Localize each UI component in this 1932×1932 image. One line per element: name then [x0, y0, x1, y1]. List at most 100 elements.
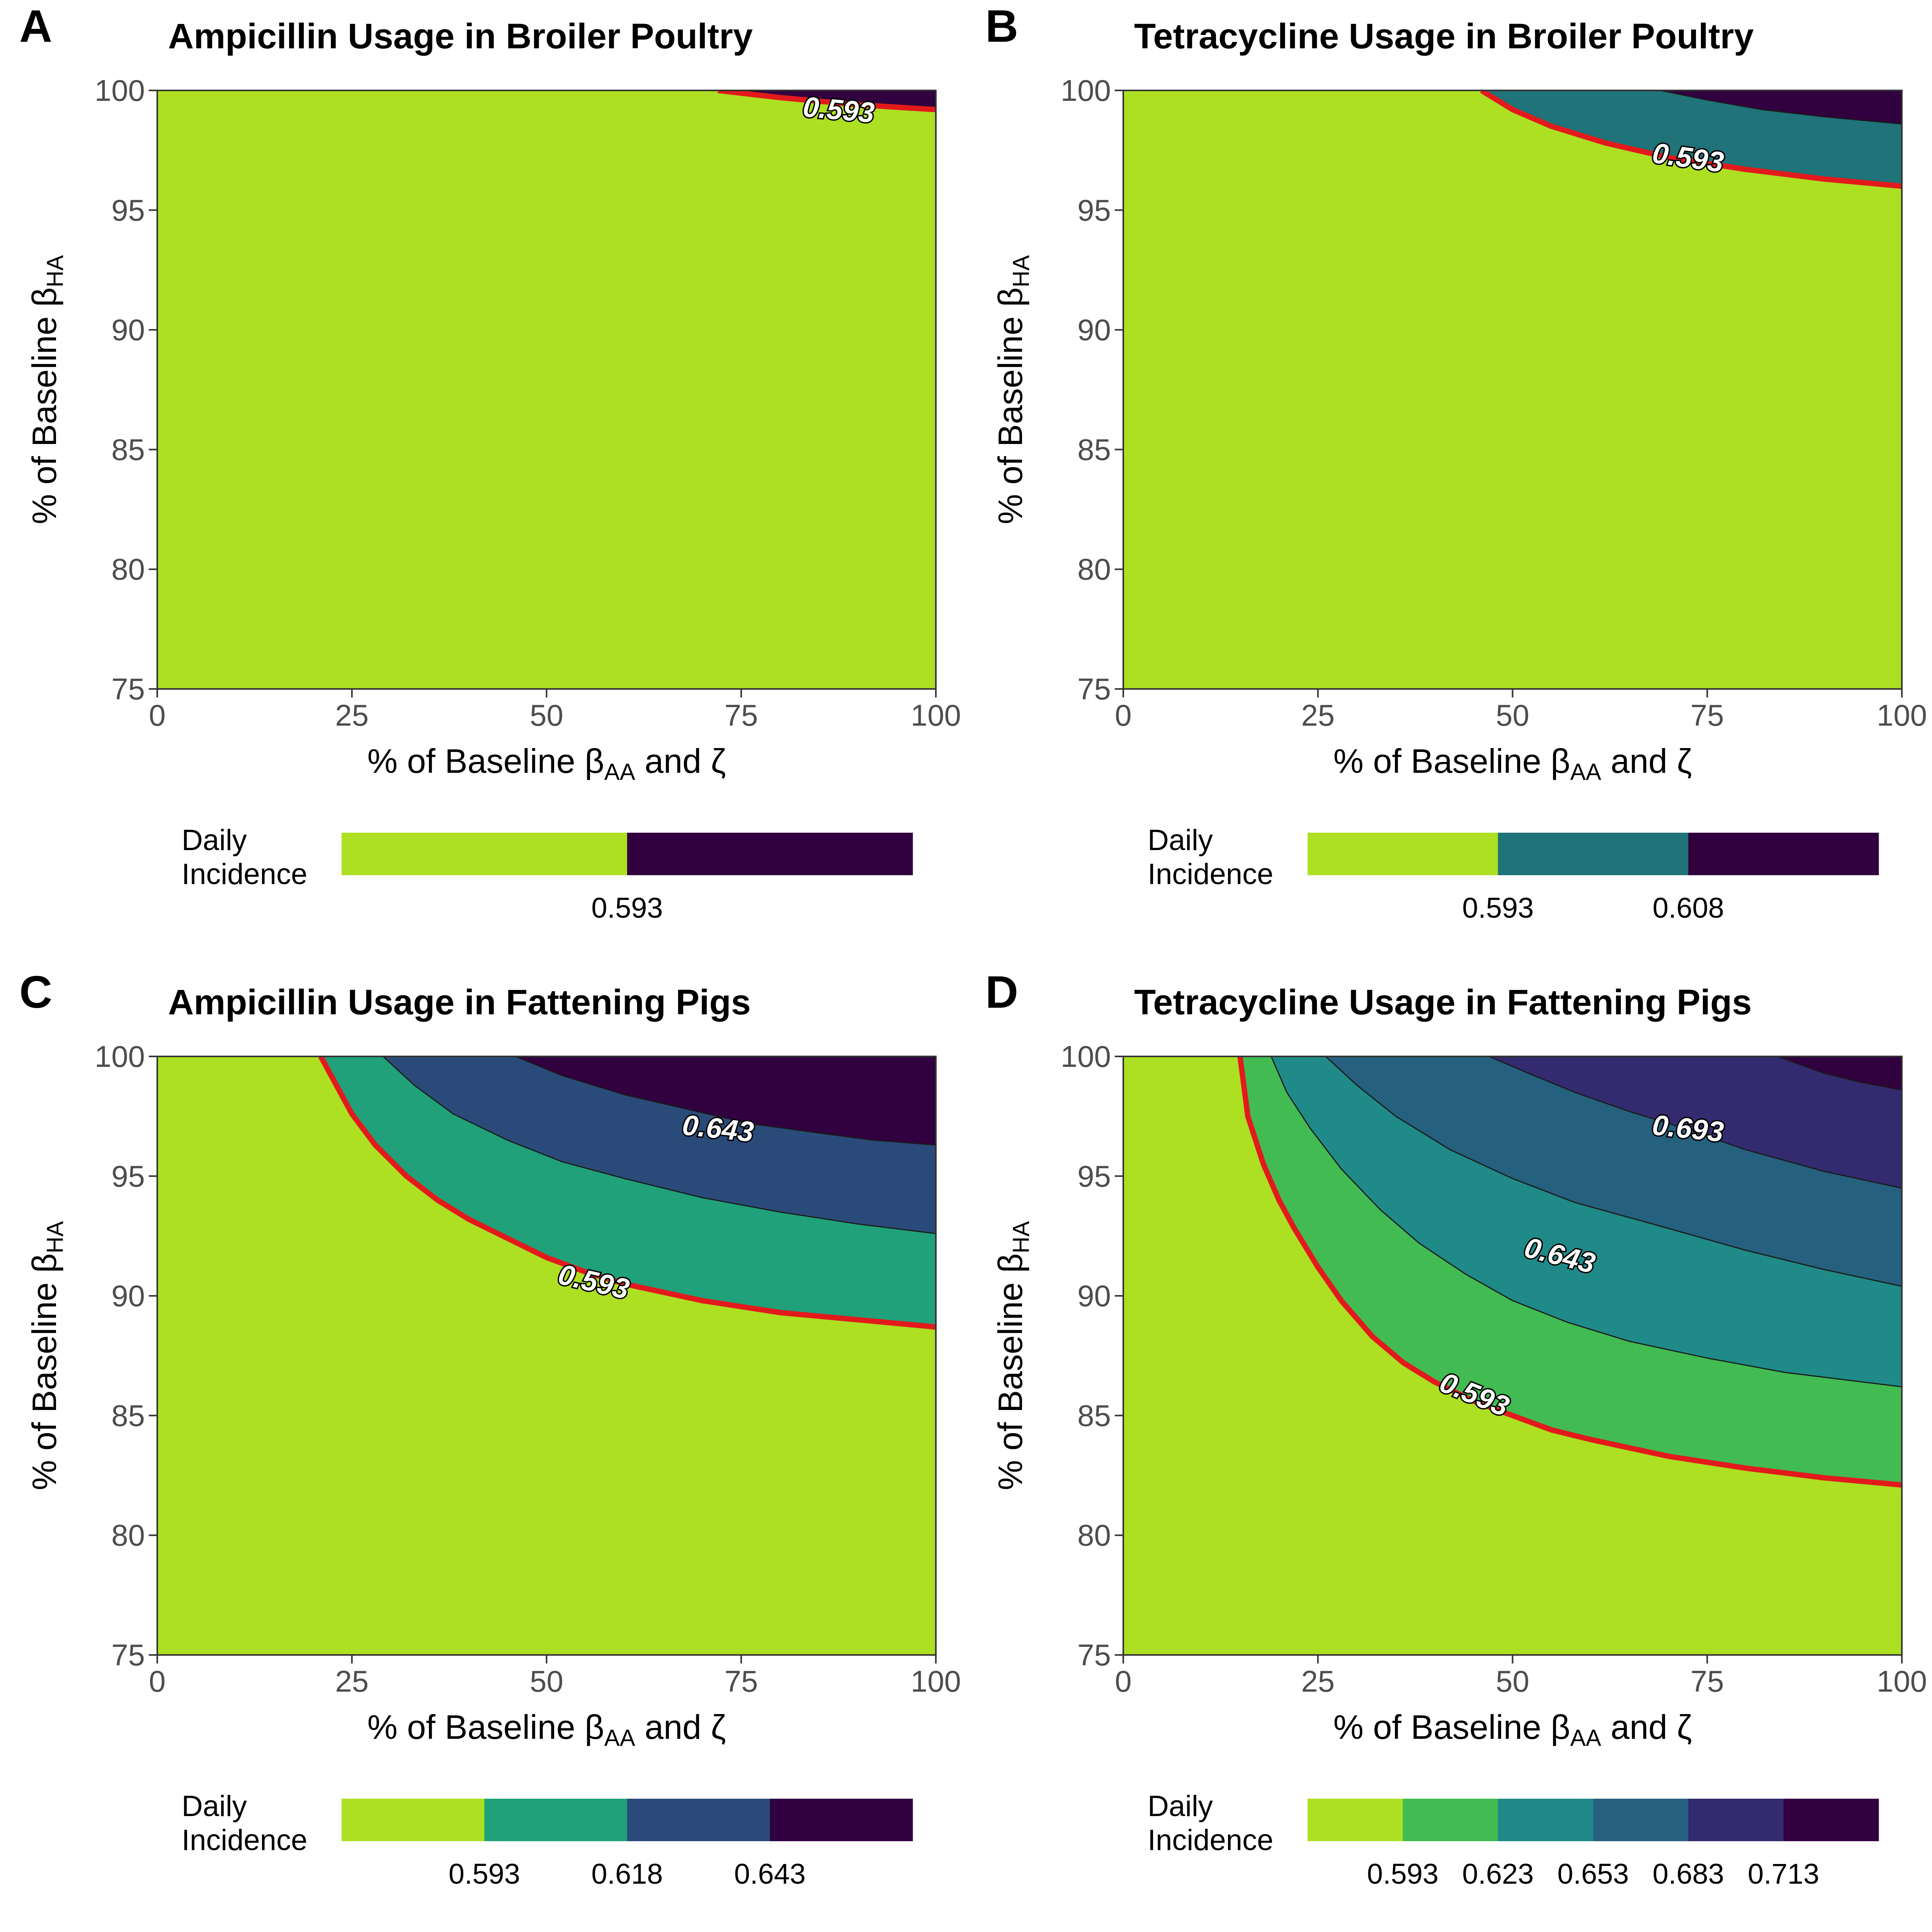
- y-axis-label-subscript: HA: [1008, 255, 1034, 287]
- legend-tick-label: 0.653: [1557, 1858, 1629, 1890]
- y-tick-label: 75: [1077, 1638, 1111, 1672]
- x-axis-label-main: % of Baseline β: [1333, 1708, 1570, 1746]
- y-tick-label: 80: [1077, 552, 1111, 586]
- legend-title: Daily Incidence: [182, 1790, 307, 1857]
- x-axis-label-subscript: AA: [1570, 1725, 1601, 1751]
- legend-color-swatch: [1308, 1799, 1403, 1841]
- y-tick-label: 100: [95, 73, 145, 107]
- y-tick-label: 90: [111, 313, 145, 347]
- y-tick-label: 75: [1077, 672, 1111, 706]
- panel-letter: C: [19, 967, 52, 1018]
- contour-band-5: [1777, 1056, 1902, 1091]
- legend-tick-label: 0.593: [449, 1858, 520, 1890]
- chart-panel-b: B Tetracycline Usage in Broiler Poultry 0.…: [985, 1, 1927, 924]
- y-tick-label: 95: [111, 1159, 145, 1193]
- contour-band-2: [1660, 90, 1902, 125]
- x-tick-label: 50: [1496, 698, 1529, 732]
- legend-color-swatch: [342, 833, 628, 875]
- legend: Daily Incidence 0.593 0.608: [1148, 824, 1879, 924]
- x-axis-label-tail: and ζ: [1601, 1708, 1692, 1746]
- y-tick-label: 95: [1077, 193, 1111, 227]
- panel-title: Tetracycline Usage in Fattening Pigs: [1134, 983, 1752, 1022]
- y-tick-label: 85: [1077, 432, 1111, 466]
- legend-title-line: Daily: [1148, 824, 1213, 857]
- legend-title: Daily Incidence: [1148, 824, 1273, 891]
- contour-band-4: [1489, 1056, 1902, 1189]
- legend-color-swatch: [1688, 1799, 1784, 1841]
- contour-band-3: [515, 1056, 936, 1146]
- y-axis-label-subscript: HA: [42, 1221, 68, 1253]
- legend: Daily Incidence 0.593 0.618 0.643: [182, 1790, 913, 1890]
- legend-tick-label: 0.643: [734, 1858, 806, 1890]
- panel-title: Ampicillin Usage in Fattening Pigs: [168, 983, 751, 1022]
- y-axis-label: % of Baseline βHA: [25, 1221, 68, 1490]
- legend-color-swatch: [627, 833, 913, 875]
- x-tick-label: 25: [335, 1664, 369, 1698]
- legend-color-swatch: [484, 1799, 628, 1841]
- x-axis-label: % of Baseline βAA and ζ: [1333, 742, 1692, 785]
- panel-title: Tetracycline Usage in Broiler Poultry: [1134, 17, 1754, 56]
- x-axis-label-tail: and ζ: [635, 742, 726, 780]
- legend-title: Daily Incidence: [1148, 1790, 1273, 1857]
- threshold-contour-line: [1480, 90, 1902, 189]
- y-tick-label: 80: [1077, 1518, 1111, 1552]
- legend-color-swatch: [1688, 833, 1879, 875]
- x-axis-label-subscript: AA: [604, 759, 635, 785]
- panel-letter: B: [985, 1, 1018, 52]
- x-tick-label: 75: [1690, 698, 1724, 732]
- x-tick-label: 50: [1496, 1664, 1529, 1698]
- chart-panel-d: D Tetracycline Usage in Fattening Pigs 0.5…: [985, 967, 1927, 1890]
- legend: Daily Incidence 0.593 0.623 0.653 0.683 0.713: [1148, 1790, 1879, 1890]
- x-axis-label: % of Baseline βAA and ζ: [1333, 1708, 1692, 1751]
- y-axis-label-main: % of Baseline β: [991, 1253, 1029, 1490]
- y-tick-label: 90: [111, 1279, 145, 1313]
- x-tick-label: 50: [530, 1664, 563, 1698]
- legend-title-line: Incidence: [1148, 1824, 1273, 1857]
- x-tick-label: 25: [1301, 698, 1335, 732]
- legend-color-swatch: [1593, 1799, 1689, 1841]
- x-tick-label: 100: [1877, 698, 1927, 732]
- y-axis-label: % of Baseline βHA: [25, 255, 68, 524]
- legend-color-swatch: [627, 1799, 770, 1841]
- panel-title: Ampicillin Usage in Broiler Poultry: [168, 17, 753, 56]
- contour-bands: 0.593: [1480, 90, 1902, 189]
- legend-title-line: Incidence: [182, 1824, 307, 1857]
- legend-title-line: Daily: [182, 824, 247, 857]
- y-axis-label-main: % of Baseline β: [25, 1253, 63, 1490]
- x-axis-label-main: % of Baseline β: [1333, 742, 1570, 780]
- y-tick-label: 80: [111, 552, 145, 586]
- threshold-contour-line: [1237, 1056, 1902, 1488]
- y-tick-label: 100: [1061, 73, 1111, 107]
- x-tick-label: 0: [149, 1664, 165, 1698]
- legend-tick-label: 0.593: [1462, 892, 1534, 924]
- y-tick-label: 75: [111, 1638, 145, 1672]
- y-axis-label-main: % of Baseline β: [25, 287, 63, 524]
- contour-bands: 0.593: [717, 90, 936, 130]
- legend-title-line: Incidence: [1148, 858, 1273, 891]
- x-tick-label: 0: [1115, 698, 1131, 732]
- legend-tick-label: 0.593: [1367, 1858, 1439, 1890]
- contour-label: 0.593: [802, 90, 876, 129]
- x-tick-label: 50: [530, 698, 563, 732]
- y-tick-label: 90: [1077, 313, 1111, 347]
- x-tick-label: 75: [724, 698, 758, 732]
- legend-tick-label: 0.593: [591, 892, 663, 924]
- legend-color-swatch: [1308, 833, 1498, 875]
- x-axis-label-main: % of Baseline β: [367, 742, 604, 780]
- x-tick-label: 100: [1877, 1664, 1927, 1698]
- x-axis-label-tail: and ζ: [635, 1708, 726, 1746]
- y-tick-label: 85: [1077, 1398, 1111, 1432]
- legend: Daily Incidence 0.593: [182, 824, 913, 924]
- threshold-contour-line: [717, 90, 936, 112]
- y-axis-label: % of Baseline βHA: [991, 255, 1034, 524]
- x-tick-label: 100: [911, 1664, 961, 1698]
- x-tick-label: 25: [1301, 1664, 1335, 1698]
- legend-color-swatch: [770, 1799, 913, 1841]
- legend-color-swatch: [1783, 1799, 1879, 1841]
- x-tick-label: 75: [1690, 1664, 1724, 1698]
- y-axis-label-subscript: HA: [1008, 1221, 1034, 1253]
- x-axis-label-tail: and ζ: [1601, 742, 1692, 780]
- y-tick-label: 80: [111, 1518, 145, 1552]
- panel-letter: D: [985, 967, 1018, 1018]
